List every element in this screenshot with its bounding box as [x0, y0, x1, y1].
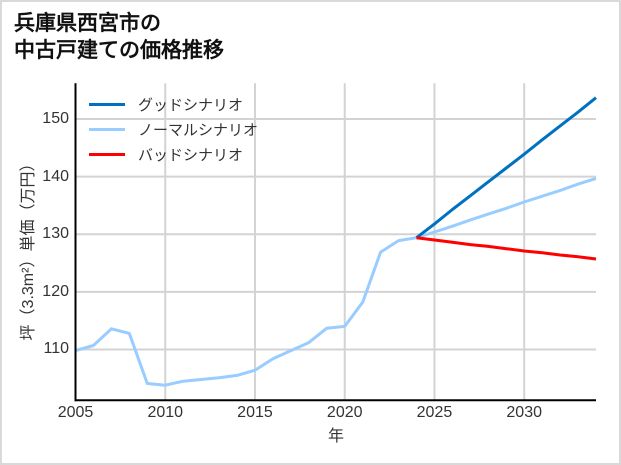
axis-spines	[74, 83, 596, 402]
y-tick-label: 120	[42, 282, 69, 300]
legend-label-bad-scenario: バッドシナリオ	[138, 147, 244, 164]
series-line-bad-scenario	[416, 236, 597, 261]
series-line-good-scenario	[415, 96, 597, 239]
legend-swatch-normal-scenario	[89, 128, 125, 131]
x-tick-label: 2005	[57, 404, 94, 421]
x-tick-label: 2025	[416, 404, 453, 421]
legend-swatch-bad-scenario	[89, 153, 125, 156]
chart-title: 兵庫県西宮市の 中古戸建ての価格推移	[14, 10, 224, 64]
legend-item-bad-scenario: バッドシナリオ	[89, 142, 258, 167]
x-tick-label: 2030	[506, 404, 542, 421]
chart-title-line-1: 兵庫県西宮市の	[14, 12, 161, 35]
x-tick-label: 2010	[147, 404, 184, 421]
legend-label-normal-scenario: ノーマルシナリオ	[138, 122, 259, 139]
legend-swatch-good-scenario	[89, 103, 125, 106]
x-axis-label: 年	[327, 428, 345, 445]
y-tick-label: 130	[42, 225, 69, 243]
series-line-normal-scenario	[75, 176, 597, 387]
legend-label-good-scenario: グッドシナリオ	[138, 97, 244, 114]
x-tick-label: 2015	[237, 404, 273, 421]
legend-item-normal-scenario: ノーマルシナリオ	[89, 117, 258, 142]
x-tick-label: 2020	[326, 404, 363, 421]
chart-title-line-2: 中古戸建ての価格推移	[14, 39, 224, 62]
legend-item-good-scenario: グッドシナリオ	[89, 92, 258, 117]
y-axis-label: 坪（3.3m²）単価（万円）	[20, 155, 37, 341]
y-tick-label: 140	[42, 167, 69, 185]
y-tick-label: 110	[43, 340, 69, 358]
y-tick-label: 150	[42, 110, 69, 128]
legend: グッドシナリオ ノーマルシナリオ バッドシナリオ	[89, 92, 258, 167]
